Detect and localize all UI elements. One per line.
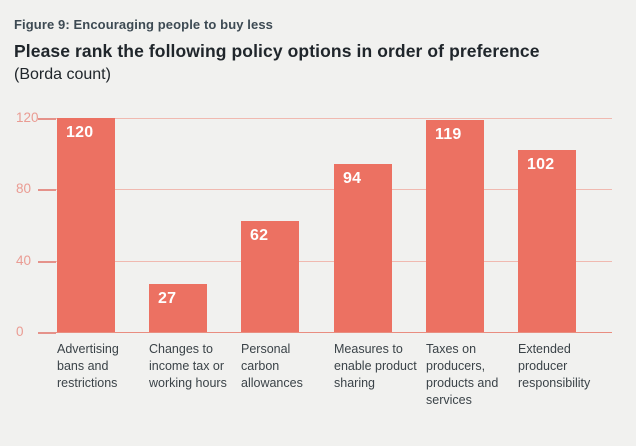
bar-4: 94 [334,164,392,332]
category-label-2: Changes to income tax or working hours [149,342,227,390]
bar-value-label: 119 [435,126,462,143]
bar-value-label: 120 [66,124,94,141]
gridline-120 [40,118,612,119]
bar-5: 119 [426,120,484,332]
gridline-40 [40,261,612,262]
bar-value-label: 62 [250,227,269,244]
y-tick-40 [38,261,56,263]
category-label-4: Measures to enable product sharing [334,342,417,390]
bar-2: 27 [149,284,207,332]
bar-value-label: 102 [527,156,555,173]
bar-value-label: 94 [343,170,362,187]
y-tick-80 [38,189,56,191]
bar-1: 120 [57,118,115,332]
figure-label: Figure 9: Encouraging people to buy less [14,17,273,32]
y-axis-label-120: 120 [16,110,39,125]
category-label-3: Personal carbon allowances [241,342,303,390]
y-axis-label-40: 40 [16,253,32,268]
plot-area: 0 40 80 120 120 Advertising bans and restrict… [0,110,636,446]
chart-subtitle: (Borda count) [14,66,111,83]
gridline-0 [40,332,612,333]
y-axis-label-0: 0 [16,324,24,339]
category-label-6: Extended producer responsibility [518,342,591,390]
y-axis-label-80: 80 [16,181,32,196]
y-tick-120 [38,118,56,120]
category-label-1: Advertising bans and restrictions [57,342,119,390]
chart-title: Please rank the following policy options… [14,41,540,61]
bar-chart: 0 40 80 120 120 Advertising bans and restrict… [0,110,636,446]
bar-3: 62 [241,221,299,332]
bar-6: 102 [518,150,576,332]
category-label-5: Taxes on producers, products and service… [426,342,499,407]
gridline-80 [40,189,612,190]
bar-value-label: 27 [158,290,177,307]
y-tick-0 [38,332,56,334]
